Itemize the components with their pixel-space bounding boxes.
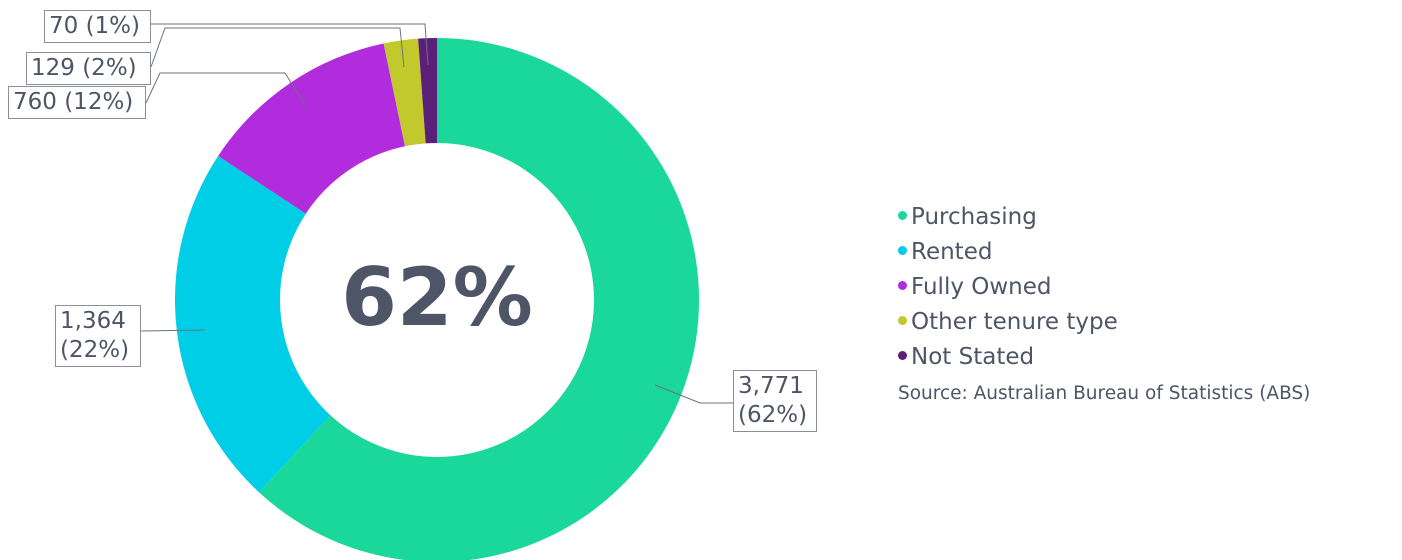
legend-item: Purchasing [898,202,1037,232]
leader-line [151,23,429,66]
legend-label: Rented [911,239,993,265]
value-label: 3,771 (62%) [733,370,817,432]
legend-label: Not Stated [911,344,1035,370]
legend-item: Rented [898,237,992,267]
legend-marker [898,246,907,255]
value-label: 760 (12%) [8,86,146,119]
legend-item: Not Stated [898,342,1034,372]
legend-marker [898,316,907,325]
leader-line [150,27,405,68]
legend-marker [898,281,907,290]
leader-line [145,72,306,106]
legend-marker [898,211,907,220]
legend-label: Other tenure type [911,309,1118,335]
value-label: 70 (1%) [44,10,151,43]
legend-label: Purchasing [911,204,1037,230]
leader-line [140,329,206,332]
value-label: 129 (2%) [26,52,151,85]
slice [259,38,699,560]
source: Source: Australian Bureau of Statistics … [898,383,1311,404]
legend-item: Other tenure type [898,307,1118,337]
leader-line [654,384,733,404]
legend-label: Fully Owned [911,274,1052,300]
legend-marker [898,351,907,360]
legend-item: Fully Owned [898,272,1052,302]
slice [418,38,437,144]
slice [218,43,406,214]
value-label: 1,364 (22%) [55,305,141,367]
center-label: 62% [341,251,532,344]
slice [174,155,331,493]
slice [383,38,426,147]
